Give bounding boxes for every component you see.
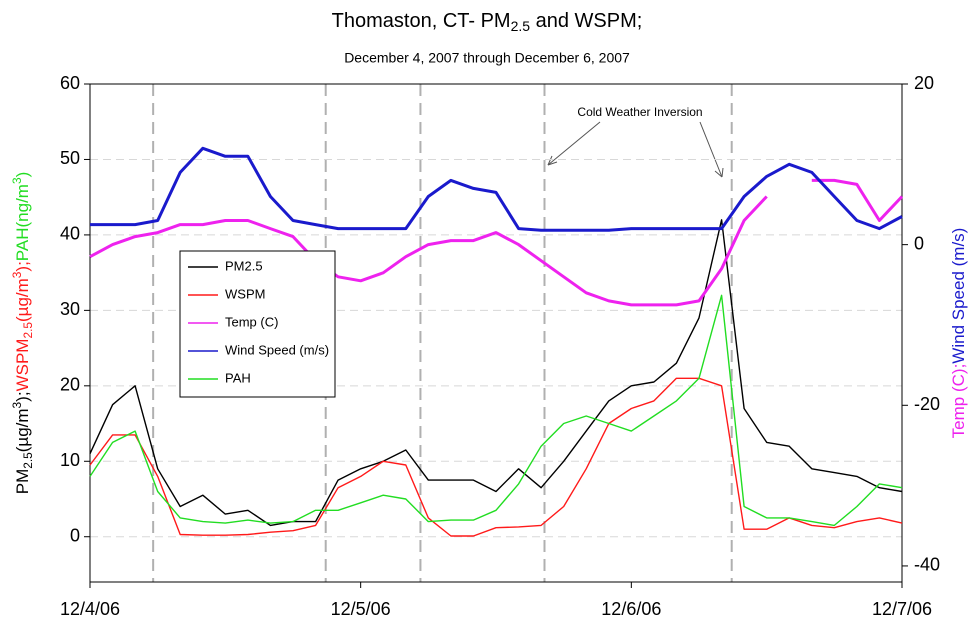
text-part: WSPM: [13, 339, 32, 392]
text-part: and WSPM;: [530, 10, 642, 32]
text-part: 3: [10, 177, 24, 184]
text-part: 2.5: [511, 18, 531, 34]
text-part: Thomaston, CT- PM: [332, 10, 511, 32]
series-line: [89, 219, 903, 527]
text-part: 2.5: [21, 452, 35, 469]
text-part: (µg/m: [13, 408, 32, 452]
series-line: [89, 377, 903, 537]
y-tick-label: 20: [60, 375, 80, 395]
series-line: [89, 294, 903, 527]
series-line: [90, 146, 903, 232]
y-tick-label: 40: [60, 224, 80, 244]
text-part: PM: [13, 469, 32, 495]
x-tick-label: 12/7/06: [872, 599, 932, 619]
annotation-arrows: [547, 121, 724, 178]
legend-label: Wind Speed (m/s): [225, 342, 329, 357]
x-tick-label: 12/6/06: [601, 599, 661, 619]
text-part: Wind Speed (m/s): [949, 228, 968, 364]
y-tick-label: 60: [60, 73, 80, 93]
series-line: [89, 178, 904, 307]
chart-title: Thomaston, CT- PM2.5 and WSPM;: [332, 10, 643, 33]
plot-frame: [89, 83, 903, 583]
annotation: Cold Weather Inversion: [577, 105, 702, 119]
text-part: (µg/m: [13, 278, 32, 322]
y2-tick-label: -40: [914, 555, 940, 575]
y2-tick-label: 20: [914, 73, 934, 93]
legend-label: PAH: [225, 370, 251, 385]
legend-box: [179, 250, 336, 398]
legend-label: Temp (C): [225, 314, 278, 329]
text-part: 3: [10, 401, 24, 408]
legend-label: PM2.5: [225, 258, 263, 273]
legend-label: WSPM: [225, 286, 265, 301]
text-part: ): [13, 172, 32, 178]
y2-axis-label: Temp (C);Wind Speed (m/s): [949, 228, 968, 439]
y2-tick-label: -20: [914, 394, 940, 414]
text-part: 3: [10, 271, 24, 278]
y-tick-label: 50: [60, 148, 80, 168]
text-part: );: [13, 261, 32, 271]
chart-subtitle: December 4, 2007 through December 6, 200…: [344, 50, 630, 66]
x-tick-label: 12/4/06: [60, 599, 120, 619]
y-tick-label: 30: [60, 299, 80, 319]
legend: PM2.5 WSPM Temp (C) Wind Speed (m/s) PAH: [179, 250, 336, 398]
y2-tick-label: 0: [914, 233, 924, 253]
y-tick-label: 10: [60, 450, 80, 470]
text-part: 2.5: [21, 322, 35, 339]
text-part: PAH(ng/m: [13, 184, 32, 261]
y-tick-label: 0: [70, 525, 80, 545]
text-part: Temp (C);: [949, 364, 968, 439]
text-part: );: [13, 391, 32, 401]
y-axis-label: PM2.5(µg/m3);WSPM2.5(µg/m3);PAH(ng/m3): [10, 172, 35, 495]
x-tick-label: 12/5/06: [331, 599, 391, 619]
